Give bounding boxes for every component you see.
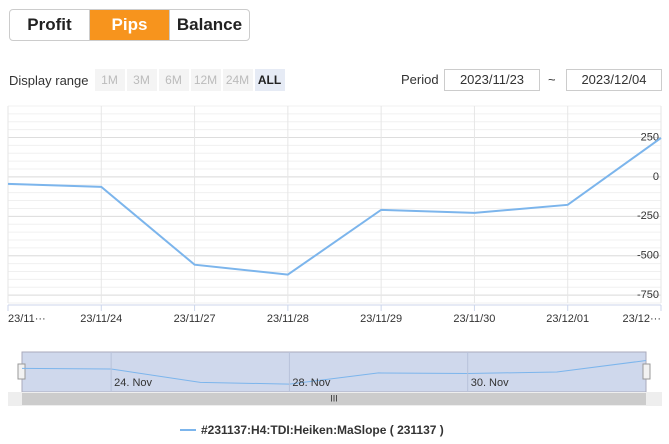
navigator-handle[interactable] — [17, 363, 26, 380]
period-separator: ~ — [548, 72, 556, 87]
navigator-label: 30. Nov — [471, 377, 509, 389]
x-tick-label: 23/11/24 — [80, 313, 122, 325]
navigator-label: 28. Nov — [292, 377, 330, 389]
navigator-handle[interactable] — [642, 363, 651, 380]
period-label: Period — [401, 72, 439, 87]
range-label: Display range — [9, 72, 89, 88]
x-tick-label: 23/11/28 — [267, 313, 309, 325]
x-tick-label: 23/11/30 — [453, 313, 495, 325]
period-from[interactable]: 2023/11/23 — [444, 69, 540, 91]
range-button[interactable]: 24M — [222, 69, 253, 91]
tab-group: Profit Pips Balance — [9, 9, 250, 41]
x-tick-label: 23/12··· — [622, 313, 661, 325]
period-to[interactable]: 2023/12/04 — [566, 69, 662, 91]
y-tick-label: 250 — [641, 131, 659, 143]
range-button[interactable]: ALL — [254, 69, 285, 91]
scrollbar-grip: III — [330, 393, 338, 403]
x-tick-label: 23/11··· — [8, 313, 46, 325]
tab[interactable]: Profit — [10, 10, 90, 40]
x-tick-label: 23/12/01 — [546, 313, 589, 325]
range-button[interactable]: 12M — [190, 69, 221, 91]
legend-label: #231137:H4:TDI:Heiken:MaSlope ( 231137 ) — [201, 423, 444, 437]
navigator-label: 24. Nov — [114, 377, 152, 389]
y-tick-label: -750 — [637, 289, 659, 301]
scrollbar-thumb[interactable] — [22, 393, 646, 405]
display-range: Display range 1M 3M 6M 12M 24M ALL — [9, 69, 287, 91]
range-button[interactable]: 6M — [158, 69, 189, 91]
navigator-line — [21, 360, 647, 385]
range-button[interactable]: 3M — [126, 69, 157, 91]
x-tick-label: 23/11/27 — [174, 313, 216, 325]
range-button[interactable]: 1M — [94, 69, 125, 91]
x-tick-label: 23/11/29 — [360, 313, 402, 325]
tab[interactable]: Pips — [90, 10, 170, 40]
series-line — [7, 137, 662, 276]
tab[interactable]: Balance — [176, 15, 243, 34]
y-tick-label: -500 — [637, 250, 659, 262]
y-tick-label: -250 — [637, 210, 659, 222]
y-tick-label: 0 — [653, 171, 659, 183]
